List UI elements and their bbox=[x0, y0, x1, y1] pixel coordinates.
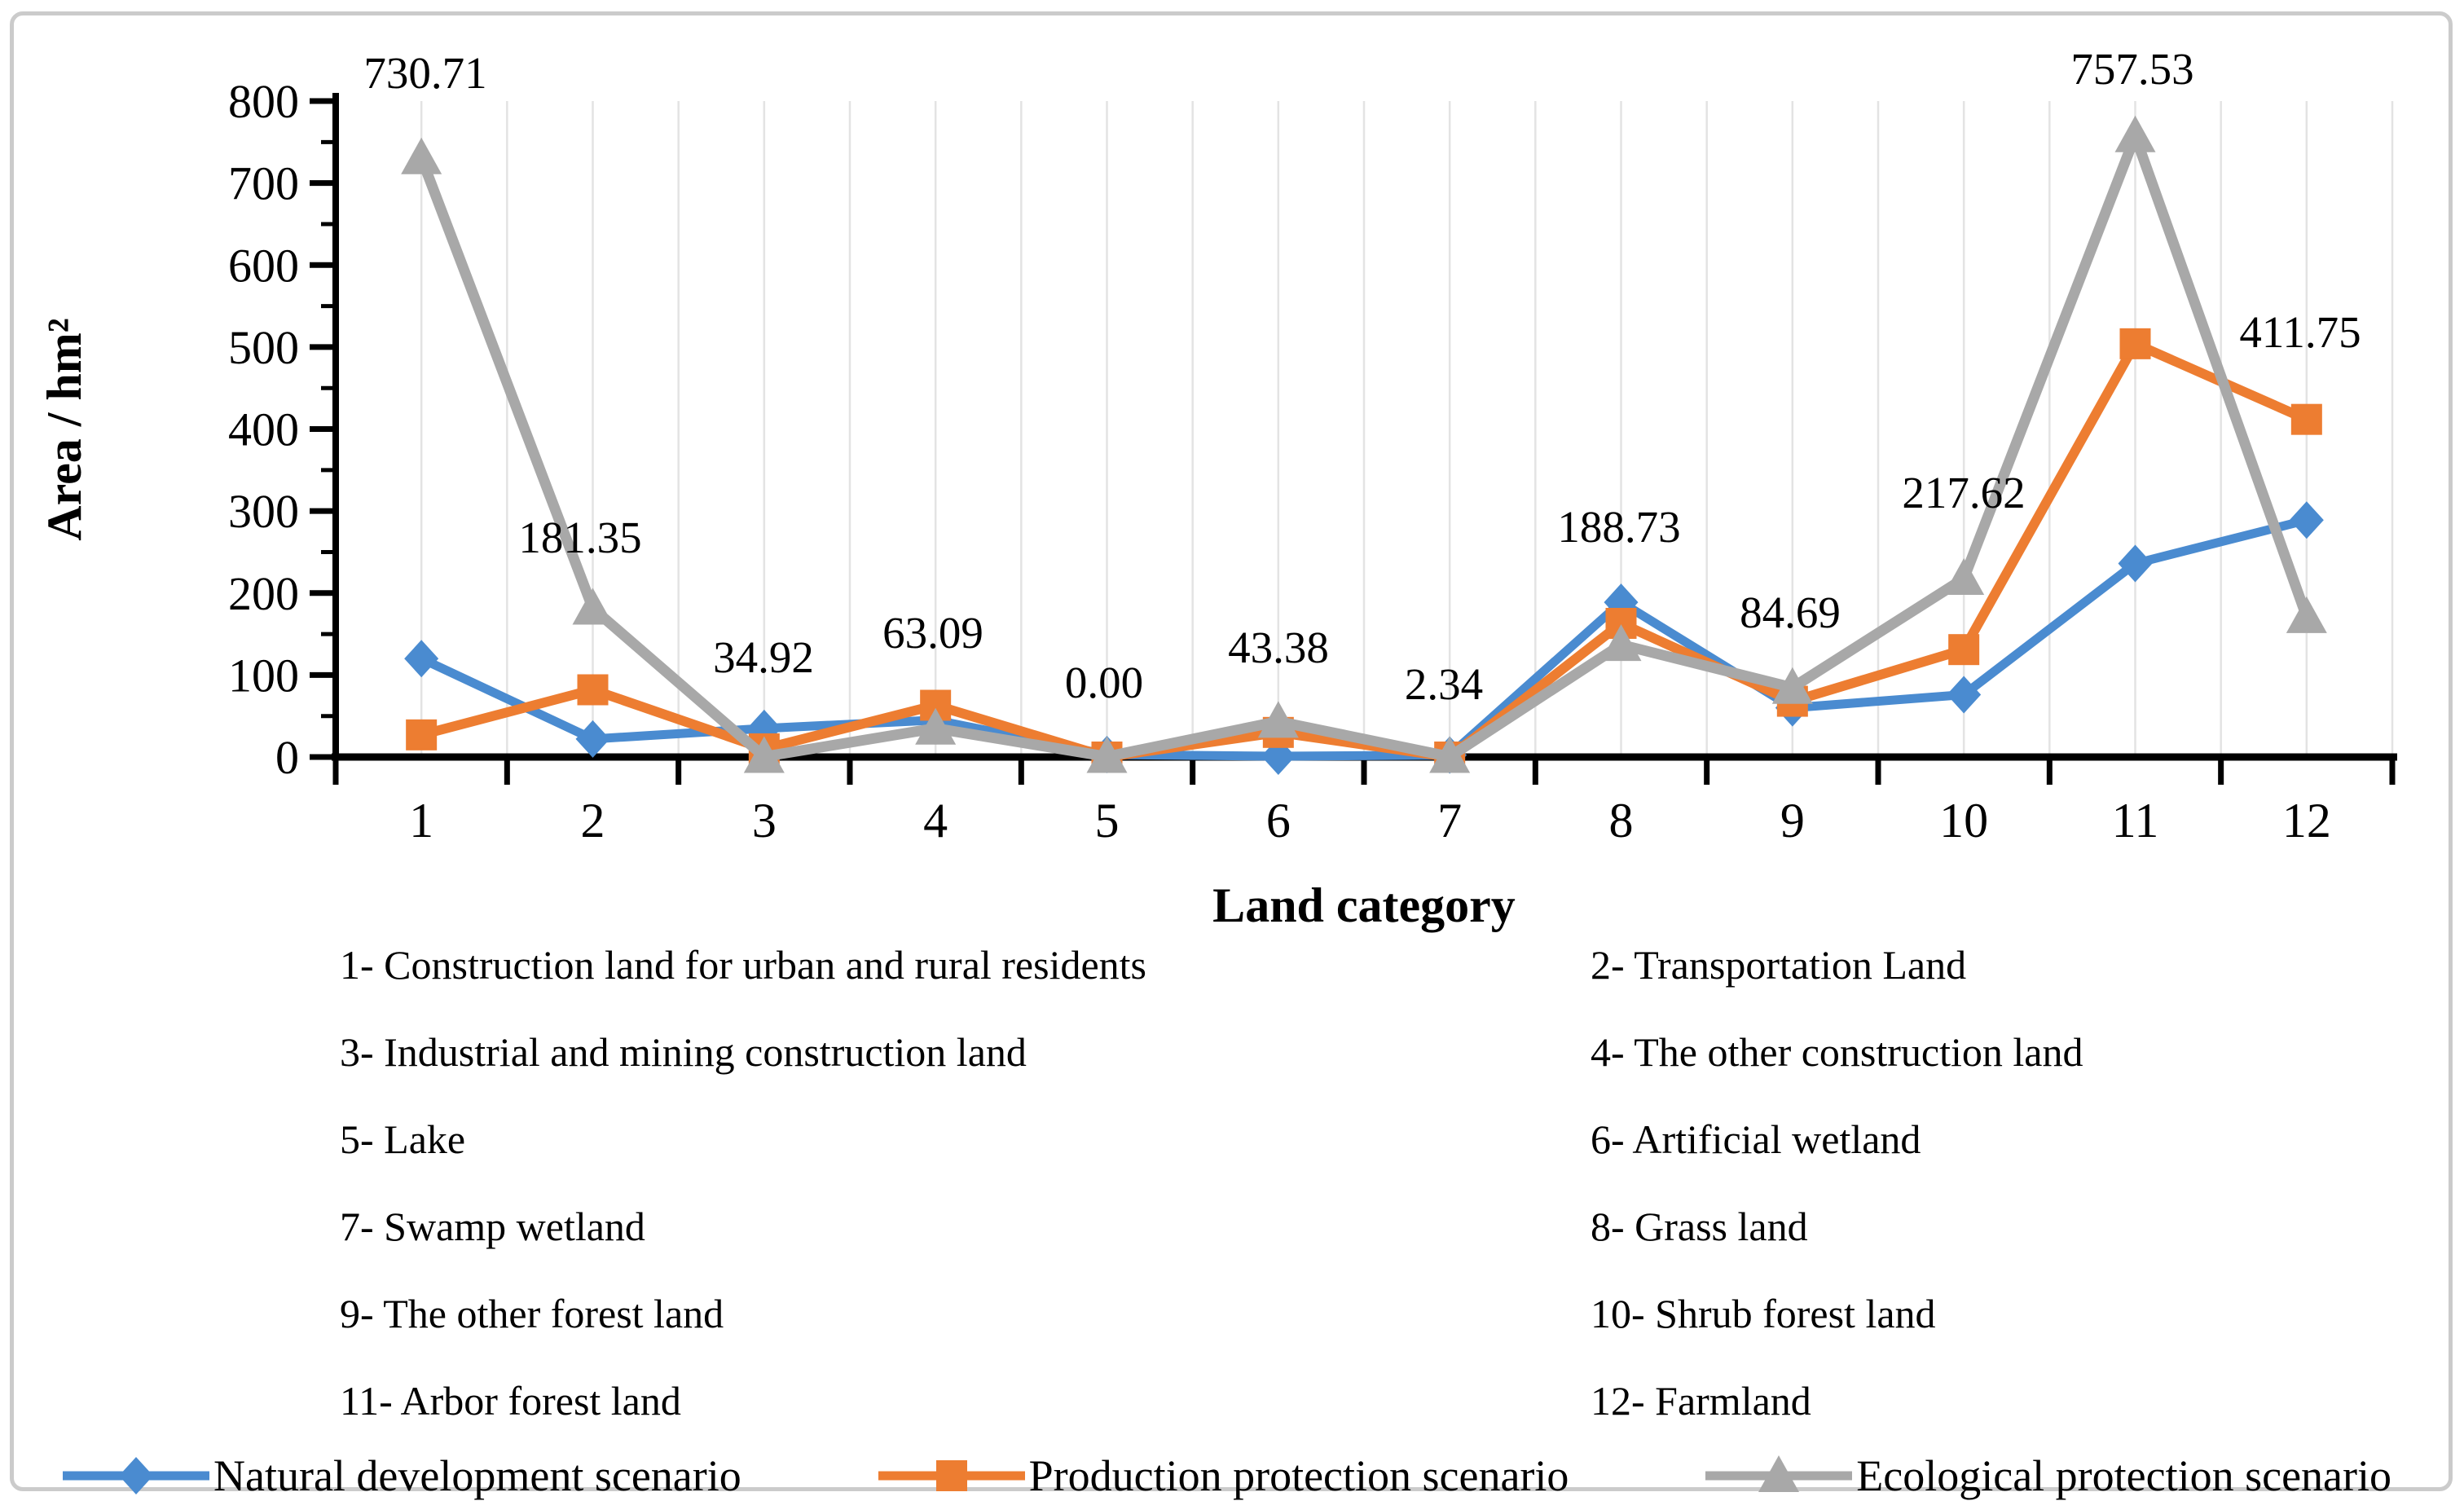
x-tick-label: 3 bbox=[752, 794, 777, 847]
triangle-marker bbox=[915, 707, 957, 745]
legend-label: Ecological protection scenario bbox=[1856, 1451, 2391, 1500]
category-key-item: 7- Swamp wetland bbox=[340, 1204, 645, 1249]
category-key-item: 6- Artificial wetland bbox=[1591, 1116, 1921, 1162]
category-key-left-column: 1- Construction land for urban and rural… bbox=[340, 922, 1562, 1445]
triangle-marker bbox=[1600, 624, 1642, 662]
y-tick-label: 500 bbox=[228, 321, 299, 374]
figure-frame: 0 100 200 300 400 500 600 700 800 1 2 3 4 5 6 7 8 9 10 11 12… bbox=[10, 11, 2453, 1500]
diamond-marker bbox=[119, 1457, 153, 1494]
data-label: 43.38 bbox=[1228, 623, 1329, 672]
legend-item-ecological-protection: Ecological protection scenario bbox=[1701, 1450, 2391, 1501]
y-tick-label: 700 bbox=[228, 157, 299, 210]
y-tick-label: 0 bbox=[275, 731, 299, 784]
triangle-marker bbox=[1429, 736, 1471, 773]
triangle-marker bbox=[401, 137, 442, 174]
x-tick-label: 10 bbox=[1939, 794, 1988, 847]
diamond-marker bbox=[2289, 501, 2324, 539]
triangle-marker bbox=[1943, 558, 1985, 596]
data-label: 188.73 bbox=[1557, 502, 1680, 552]
legend-label: Natural development scenario bbox=[213, 1451, 741, 1500]
diamond-marker bbox=[2118, 544, 2153, 583]
category-key-item: 3- Industrial and mining construction la… bbox=[340, 1029, 1027, 1075]
square-marker bbox=[577, 674, 609, 706]
x-tick-label: 8 bbox=[1609, 794, 1634, 847]
square-marker bbox=[1948, 634, 1980, 666]
x-tick-label: 9 bbox=[1780, 794, 1805, 847]
x-tick-label: 4 bbox=[923, 794, 948, 847]
category-key-item: 1- Construction land for urban and rural… bbox=[340, 942, 1147, 988]
triangle-marker bbox=[743, 736, 785, 773]
legend-item-production-protection: Production protection scenario bbox=[874, 1450, 1569, 1501]
triangle-marker bbox=[1758, 1455, 1800, 1492]
x-tick-label: 6 bbox=[1266, 794, 1291, 847]
x-tick-label: 12 bbox=[2282, 794, 2331, 847]
square-marker bbox=[935, 1460, 967, 1491]
category-key-item: 9- The other forest land bbox=[340, 1291, 724, 1336]
y-tick-label: 100 bbox=[228, 649, 299, 702]
data-label: 181.35 bbox=[518, 513, 641, 562]
category-key-item: 8- Grass land bbox=[1591, 1204, 1808, 1249]
triangle-marker-icon bbox=[1705, 1455, 1853, 1492]
y-tick-label: 200 bbox=[228, 567, 299, 620]
x-tick-label: 5 bbox=[1095, 794, 1120, 847]
category-key-item: 11- Arbor forest land bbox=[340, 1378, 681, 1424]
triangle-marker bbox=[1257, 701, 1299, 738]
x-tick-label: 2 bbox=[581, 794, 605, 847]
category-key-right-column: 2- Transportation Land 4- The other cons… bbox=[1591, 922, 2446, 1445]
y-tick-label: 600 bbox=[228, 239, 299, 292]
triangle-marker bbox=[1771, 667, 1813, 704]
triangle-marker bbox=[1086, 736, 1128, 773]
data-label: 2.34 bbox=[1405, 659, 1483, 709]
series-line-1 bbox=[416, 338, 2312, 762]
category-key-item: 2- Transportation Land bbox=[1591, 942, 1967, 988]
data-label: 63.09 bbox=[882, 608, 983, 658]
data-label: 217.62 bbox=[1902, 468, 2025, 517]
diamond-marker bbox=[1947, 676, 1982, 714]
data-label: 0.00 bbox=[1065, 658, 1143, 707]
data-label: 757.53 bbox=[2070, 44, 2193, 94]
data-label: 730.71 bbox=[363, 48, 486, 98]
x-tick-label: 11 bbox=[2112, 794, 2159, 847]
square-marker bbox=[2290, 403, 2322, 435]
series-line-2 bbox=[416, 130, 2312, 762]
legend-item-natural-development: Natural development scenario bbox=[59, 1450, 741, 1501]
y-tick-label: 400 bbox=[228, 403, 299, 456]
y-tick-label: 300 bbox=[228, 485, 299, 538]
category-key-item: 10- Shrub forest land bbox=[1591, 1291, 1936, 1336]
category-key-item: 5- Lake bbox=[340, 1116, 466, 1162]
data-label: 411.75 bbox=[2239, 307, 2361, 357]
category-key-item: 12- Farmland bbox=[1591, 1378, 1811, 1424]
chart-legend: Natural development scenario Production … bbox=[59, 1443, 2391, 1501]
square-marker bbox=[2119, 328, 2151, 359]
square-marker-icon bbox=[878, 1460, 1025, 1491]
diamond-marker bbox=[404, 640, 439, 678]
square-marker bbox=[406, 719, 438, 750]
triangle-marker bbox=[2286, 596, 2327, 633]
y-tick-label: 800 bbox=[228, 75, 299, 128]
x-axis-title: Land category bbox=[1212, 878, 1516, 932]
diamond-marker-icon bbox=[63, 1457, 209, 1494]
data-label: 84.69 bbox=[1740, 588, 1841, 637]
legend-label: Production protection scenario bbox=[1028, 1451, 1569, 1500]
triangle-marker bbox=[2114, 115, 2156, 152]
y-axis-title: Area / hm² bbox=[37, 318, 91, 541]
x-tick-label: 1 bbox=[409, 794, 433, 847]
x-tick-label: 7 bbox=[1437, 794, 1462, 847]
data-label: 34.92 bbox=[713, 632, 814, 682]
category-key-item: 4- The other construction land bbox=[1591, 1029, 2083, 1075]
diamond-marker bbox=[575, 720, 610, 758]
triangle-marker bbox=[572, 588, 614, 625]
